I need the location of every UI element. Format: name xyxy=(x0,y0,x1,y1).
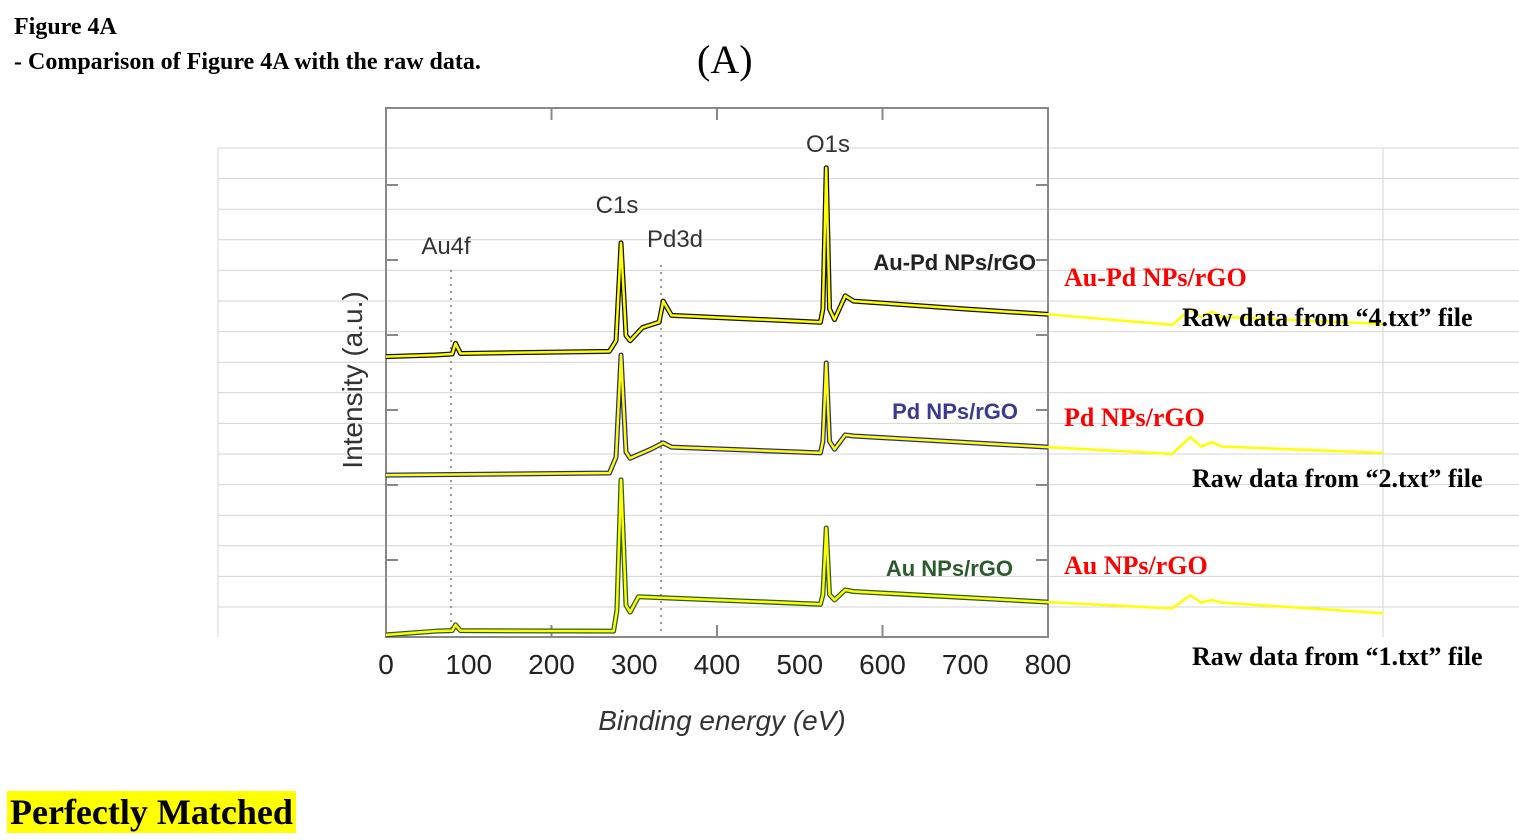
series-label: Au NPs/rGO xyxy=(886,556,1013,581)
x-tick-label: 500 xyxy=(776,649,823,680)
x-tick-label: 400 xyxy=(694,649,741,680)
x-tick-label: 0 xyxy=(378,649,394,680)
x-tick-label: 100 xyxy=(445,649,492,680)
label-au-red: Au NPs/rGO xyxy=(1064,551,1208,580)
y-axis-label: Intensity (a.u.) xyxy=(337,291,368,468)
x-tick-label: 800 xyxy=(1025,649,1072,680)
raw-data-curve-2 xyxy=(385,478,1384,637)
x-tick-label: 600 xyxy=(859,649,906,680)
raw-data-curve-1 xyxy=(385,353,1384,477)
raw-data-curve-0 xyxy=(385,166,1384,358)
label-aupd-red: Au-Pd NPs/rGO xyxy=(1064,263,1247,292)
x-tick-label: 200 xyxy=(528,649,575,680)
peak-label-pd3d: Pd3d xyxy=(647,226,703,253)
figure-title: Figure 4A xyxy=(14,14,117,40)
series-label: Pd NPs/rGO xyxy=(892,399,1018,424)
panel-label: (A) xyxy=(697,37,753,82)
peak-label-c1s: C1s xyxy=(596,192,639,219)
label-raw-4: Raw data from “4.txt” file xyxy=(1182,303,1473,332)
peak-label-au4f: Au4f xyxy=(421,233,471,260)
peak-label-o1s: O1s xyxy=(806,131,850,158)
label-pd-red: Pd NPs/rGO xyxy=(1064,403,1205,432)
x-tick-label: 700 xyxy=(942,649,989,680)
figure-subtitle: - Comparison of Figure 4A with the raw d… xyxy=(14,49,481,75)
label-raw-1: Raw data from “1.txt” file xyxy=(1192,642,1483,671)
x-tick-label: 300 xyxy=(611,649,658,680)
series-label: Au-Pd NPs/rGO xyxy=(873,250,1036,275)
x-axis-label: Binding energy (eV) xyxy=(598,705,845,736)
verdict-badge: Perfectly Matched xyxy=(7,791,296,833)
label-raw-2: Raw data from “2.txt” file xyxy=(1192,464,1483,493)
